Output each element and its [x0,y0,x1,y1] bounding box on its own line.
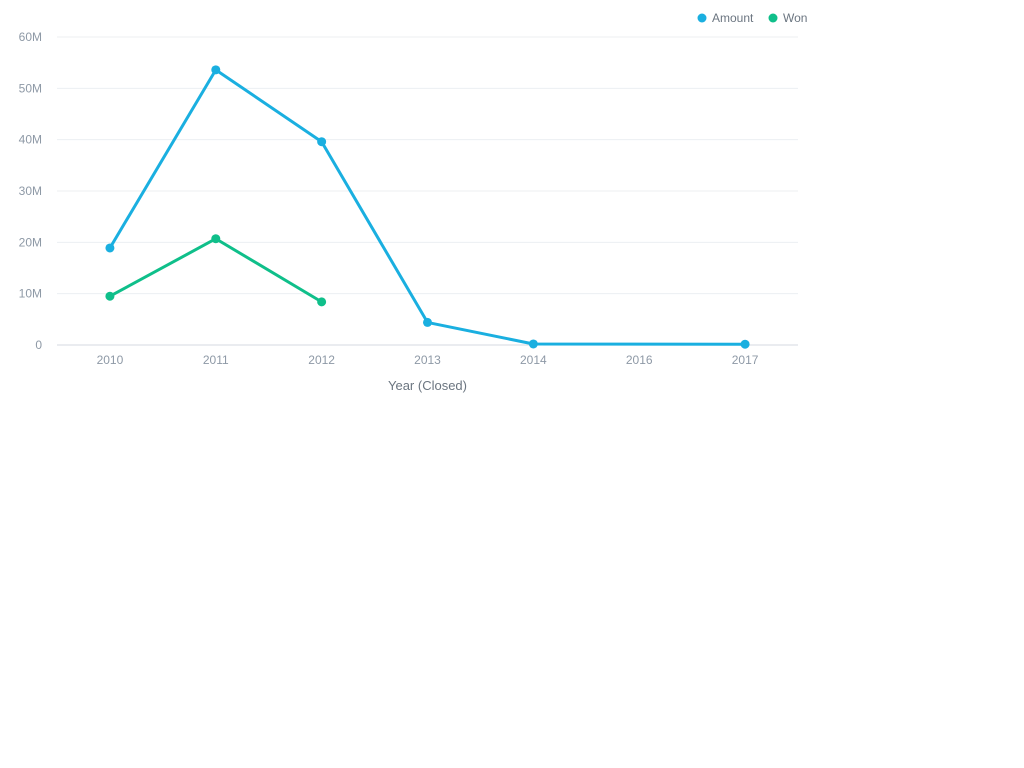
y-axis-ticks: 0 10M 20M 30M 40M 50M 60M [19,30,43,352]
x-tick-label: 2013 [414,353,441,367]
legend: Amount Won [697,11,808,25]
won-line [108,237,324,304]
legend-item-amount[interactable]: Amount [697,11,755,25]
series-amount [105,65,750,349]
legend-marker [768,13,778,23]
grid-lines [57,36,798,295]
x-tick-label: 2012 [308,353,335,367]
series [105,65,750,349]
x-tick-label: 2017 [732,353,759,367]
legend-label: Amount [712,11,754,25]
legend-item-won[interactable]: Won [768,11,808,25]
amount-point[interactable] [211,65,221,75]
amount-line [108,68,747,346]
y-tick-label: 0 [35,338,42,352]
x-tick-label: 2011 [203,353,229,367]
amount-point[interactable] [105,243,115,253]
y-tick-label: 50M [19,81,42,95]
amount-point[interactable] [317,137,327,147]
x-tick-label: 2016 [626,353,653,367]
amount-point[interactable] [528,339,538,349]
amount-point[interactable] [423,317,432,327]
series-won [105,234,327,307]
x-axis-ticks: 2010 2011 2012 2013 2014 2016 2017 [97,353,759,367]
amount-point[interactable] [740,339,750,349]
y-tick-label: 60M [19,30,42,44]
won-point[interactable] [105,291,115,301]
y-tick-label: 30M [19,184,42,198]
y-tick-label: 40M [19,133,42,147]
y-tick-label: 20M [19,235,42,249]
x-tick-label: 2014 [520,353,547,367]
legend-label: Won [783,11,807,25]
x-axis-title: Year (Closed) [388,378,467,393]
won-point[interactable] [211,234,221,244]
legend-marker [697,13,707,23]
y-tick-label: 10M [19,287,42,301]
won-point[interactable] [317,297,327,307]
x-tick-label: 2010 [97,353,124,367]
